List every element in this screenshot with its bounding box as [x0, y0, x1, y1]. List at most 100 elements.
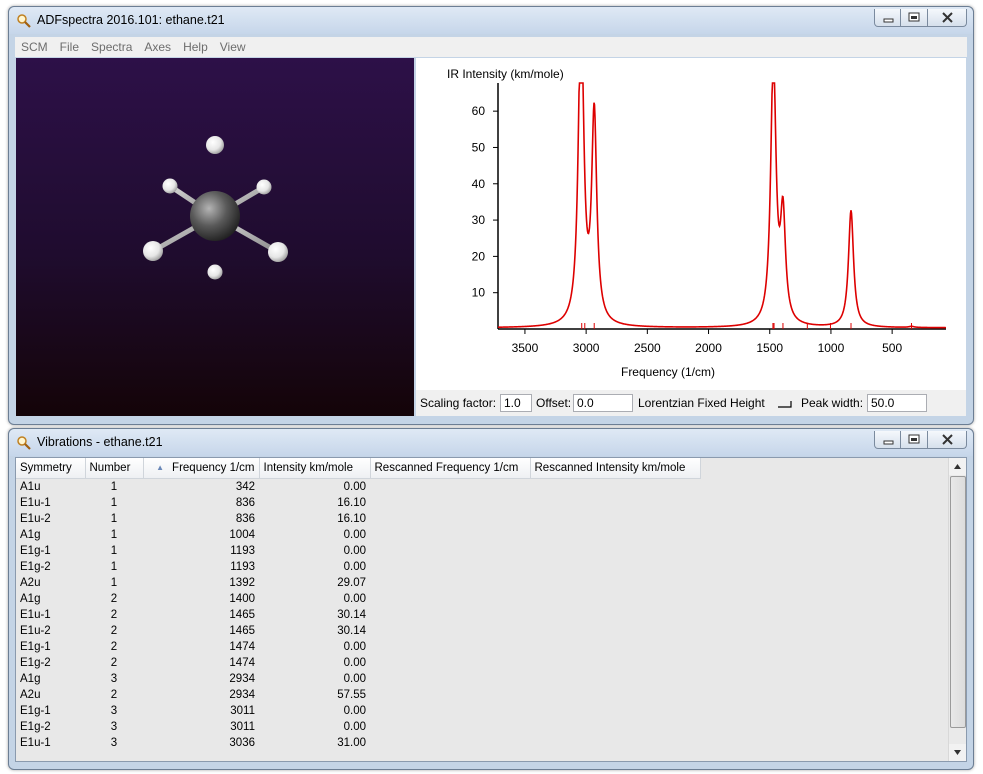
table-row[interactable]: E1u-1 1 836 16.10 [16, 495, 700, 511]
vibrations-window-title: Vibrations - ethane.t21 [37, 435, 163, 449]
cell-symmetry: E1u-2 [20, 625, 51, 637]
close-button[interactable] [928, 9, 967, 27]
minimize-button[interactable] [874, 431, 901, 449]
cell-rescanned-frequency [370, 511, 530, 527]
cell-rescanned-frequency [370, 527, 530, 543]
table-row[interactable]: E1u-2 1 836 16.10 [16, 511, 700, 527]
scrollbar-thumb[interactable] [950, 476, 966, 728]
cell-frequency: 1004 [229, 529, 255, 541]
cell-intensity: 0.00 [343, 545, 366, 557]
cell-number: 2 [110, 609, 118, 621]
table-row[interactable]: A1u 1 342 0.00 [16, 479, 700, 496]
x-tick-label: 1500 [756, 341, 783, 355]
cell-intensity: 29.07 [337, 577, 366, 589]
spectrum-line [497, 82, 946, 329]
peak-width-input[interactable]: 50.0 [867, 394, 927, 412]
table-row[interactable]: E1u-1 3 3036 31.00 [16, 735, 700, 751]
table-row[interactable]: E1g-1 1 1193 0.00 [16, 543, 700, 559]
main-window: ADFspectra 2016.101: ethane.t21 SCM File S… [8, 6, 974, 425]
ir-spectrum-chart[interactable]: IR Intensity (km/mole) Frequency (1/cm) … [416, 58, 966, 390]
cell-intensity: 31.00 [337, 737, 366, 749]
x-tick-label: 2000 [695, 341, 722, 355]
column-header-frequency[interactable]: ▲ Frequency 1/cm [143, 458, 260, 479]
table-row[interactable]: A1g 3 2934 0.00 [16, 671, 700, 687]
cell-rescanned-frequency [370, 495, 530, 511]
y-tick-label: 20 [472, 249, 486, 263]
scroll-down-button[interactable] [949, 744, 966, 761]
vertical-scrollbar[interactable] [948, 458, 966, 761]
offset-input[interactable]: 0.0 [573, 394, 633, 412]
restore-button[interactable] [901, 9, 928, 27]
restore-button[interactable] [901, 431, 928, 449]
cell-rescanned-intensity [530, 527, 700, 543]
table-row[interactable]: A1g 2 1400 0.00 [16, 591, 700, 607]
column-header-rescanned-intensity[interactable]: Rescanned Intensity km/mole [530, 458, 701, 479]
cell-rescanned-frequency [370, 719, 530, 735]
cell-rescanned-frequency [370, 703, 530, 719]
table-row[interactable]: E1g-2 2 1474 0.00 [16, 655, 700, 671]
cell-intensity: 30.14 [337, 625, 366, 637]
spectrum-panel: IR Intensity (km/mole) Frequency (1/cm) … [416, 58, 966, 416]
y-tick-label: 40 [472, 177, 486, 191]
menu-help[interactable]: Help [183, 40, 208, 54]
cell-number: 1 [110, 545, 118, 557]
table-row[interactable]: E1u-1 2 1465 30.14 [16, 607, 700, 623]
cell-rescanned-intensity [530, 511, 700, 527]
main-title-bar[interactable]: ADFspectra 2016.101: ethane.t21 [9, 7, 973, 34]
scaling-factor-input[interactable]: 1.0 [500, 394, 532, 412]
menu-axes[interactable]: Axes [144, 40, 172, 54]
x-tick-label: 2500 [634, 341, 661, 355]
table-row[interactable]: A1g 1 1004 0.00 [16, 527, 700, 543]
column-header-frequency-label: Frequency 1/cm [172, 462, 255, 474]
minimize-button[interactable] [874, 9, 901, 27]
cell-number: 1 [110, 561, 118, 573]
column-header-number[interactable]: Number [85, 458, 144, 479]
hydrogen-atom [207, 264, 223, 280]
cell-rescanned-intensity [530, 591, 700, 607]
column-header-rescanned-frequency[interactable]: Rescanned Frequency 1/cm [370, 458, 531, 479]
arrow-up-icon [954, 464, 961, 469]
menu-spectra[interactable]: Spectra [91, 40, 133, 54]
table-row[interactable]: E1g-2 3 3011 0.00 [16, 719, 700, 735]
table-row[interactable]: A2u 1 1392 29.07 [16, 575, 700, 591]
column-header-intensity[interactable]: Intensity km/mole [259, 458, 371, 479]
molecule-viewer[interactable] [16, 58, 414, 416]
spectrum-controls: Scaling factor: 1.0 Offset: 0.0 Lorentzi… [416, 390, 966, 416]
y-tick-label: 10 [472, 286, 486, 300]
cell-rescanned-intensity [530, 623, 700, 639]
cell-frequency: 3036 [229, 737, 255, 749]
lineshape-selector[interactable]: Lorentzian Fixed Height [638, 396, 765, 410]
column-header-symmetry[interactable]: Symmetry [16, 458, 86, 479]
cell-rescanned-frequency [370, 575, 530, 591]
cell-number: 2 [110, 625, 118, 637]
table-row[interactable]: E1g-1 3 3011 0.00 [16, 703, 700, 719]
ethane-molecule-3d[interactable] [16, 58, 414, 416]
cell-number: 3 [110, 737, 118, 749]
cell-rescanned-frequency [370, 687, 530, 703]
menu-view[interactable]: View [219, 40, 246, 54]
y-tick-label: 60 [472, 104, 486, 118]
vibrations-title-bar[interactable]: Vibrations - ethane.t21 [9, 429, 973, 456]
cell-rescanned-intensity [530, 607, 700, 623]
cell-number: 2 [110, 593, 118, 605]
cell-symmetry: A2u [20, 577, 41, 589]
x-tick-label: 500 [882, 341, 902, 355]
cell-rescanned-intensity [530, 575, 700, 591]
cell-rescanned-frequency [370, 559, 530, 575]
table-header-row: Symmetry Number ▲ Frequency 1/cm Intensit… [16, 458, 701, 479]
table-row[interactable]: E1u-2 2 1465 30.14 [16, 623, 700, 639]
scroll-up-button[interactable] [949, 458, 966, 475]
cell-number: 3 [110, 721, 118, 733]
table-row[interactable]: E1g-2 1 1193 0.00 [16, 559, 700, 575]
cell-intensity: 0.00 [343, 657, 366, 669]
table-row[interactable]: A2u 2 2934 57.55 [16, 687, 700, 703]
menu-file[interactable]: File [59, 40, 80, 54]
y-axis-label: IR Intensity (km/mole) [447, 67, 564, 81]
hydrogen-atom [206, 136, 224, 154]
close-button[interactable] [928, 431, 967, 449]
cell-frequency: 1193 [230, 545, 255, 557]
table-row[interactable]: E1g-1 2 1474 0.00 [16, 639, 700, 655]
menu-scm[interactable]: SCM [21, 40, 48, 54]
cell-rescanned-frequency [370, 479, 530, 496]
cell-frequency: 1465 [229, 625, 255, 637]
